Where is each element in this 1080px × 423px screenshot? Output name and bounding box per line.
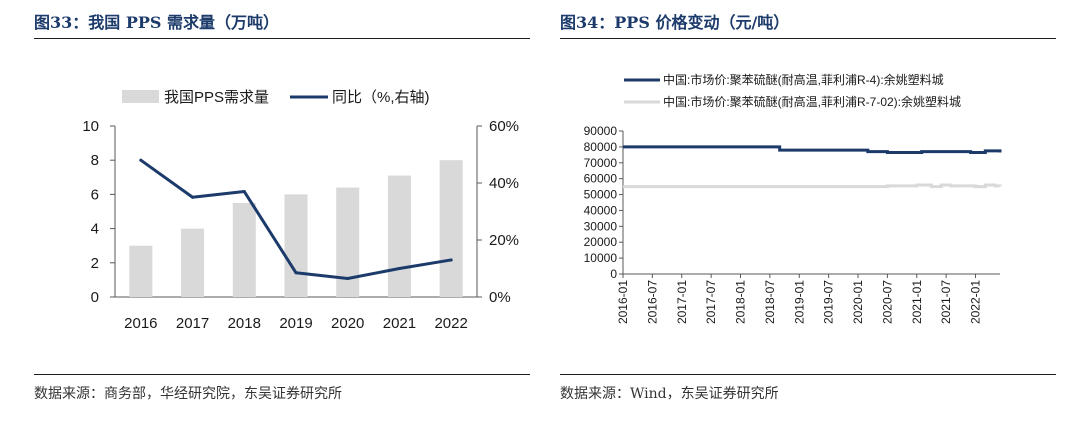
right-y-tick-label: 40%	[489, 175, 519, 192]
left-source-note: 数据来源：商务部，华经研究院，东吴证券研究所	[34, 386, 342, 402]
x-tick-label: 2016	[124, 315, 157, 332]
price-line-r7-02	[623, 183, 1002, 189]
price-y-tick-label: 90000	[584, 124, 618, 138]
right-top-rule	[560, 38, 1056, 39]
price-x-tick-label: 2021-01	[910, 280, 924, 324]
x-tick-label: 2018	[228, 315, 261, 332]
left-bottom-rule	[34, 374, 530, 375]
price-y-tick-label: 40000	[584, 203, 618, 217]
left-top-rule	[34, 38, 530, 39]
legend-swatch-demand	[122, 90, 159, 103]
left-y-tick-label: 0	[91, 289, 99, 306]
demand-bar	[284, 194, 308, 297]
left-figure-title: 图33：我国 PPS 需求量（万吨）	[34, 13, 280, 32]
price-y-tick-label: 0	[610, 267, 617, 281]
price-x-tick-label: 2018-07	[763, 280, 777, 324]
price-y-tick-label: 70000	[584, 156, 618, 170]
right-bottom-rule	[560, 374, 1056, 375]
price-x-tick-label: 2022-01	[969, 280, 983, 324]
price-y-tick-label: 60000	[584, 172, 618, 186]
yoy-point	[397, 267, 401, 270]
price-y-tick-label: 30000	[584, 219, 618, 233]
right-y-tick-label: 0%	[489, 289, 511, 306]
x-tick-label: 2019	[279, 315, 312, 332]
price-x-tick-label: 2021-07	[939, 280, 953, 324]
price-y-tick-label: 50000	[584, 188, 618, 202]
legend-label-demand: 我国PPS需求量	[164, 89, 269, 106]
demand-bar	[129, 245, 153, 297]
yoy-point	[242, 190, 246, 194]
legend-label-r7-02: 中国:市场价:聚苯硫醚(耐高温,菲利浦R-7-02):余姚塑料城	[663, 94, 961, 109]
x-tick-label: 2020	[331, 315, 364, 332]
yoy-point	[294, 271, 298, 275]
legend-label-yoy: 同比（%,右轴)	[332, 89, 430, 106]
legend-label-r4: 中国:市场价:聚苯硫醚(耐高温,菲利浦R-4):余姚塑料城	[663, 72, 944, 87]
right-source-note: 数据来源：Wind，东吴证券研究所	[560, 386, 779, 402]
x-tick-label: 2022	[434, 315, 467, 332]
demand-bar	[439, 160, 463, 297]
yoy-point	[449, 258, 453, 262]
right-y-tick-label: 20%	[489, 232, 519, 249]
yoy-point	[346, 276, 350, 280]
left-y-tick-label: 6	[91, 186, 99, 203]
x-tick-label: 2017	[176, 315, 209, 332]
price-y-tick-label: 10000	[584, 251, 618, 265]
left-y-tick-label: 4	[91, 221, 99, 238]
price-x-tick-label: 2019-01	[792, 280, 806, 324]
yoy-point	[191, 195, 195, 199]
price-line-r4	[623, 145, 1002, 154]
price-x-tick-label: 2017-07	[704, 280, 718, 324]
price-x-tick-label: 2018-01	[734, 280, 748, 324]
yoy-point	[139, 158, 143, 162]
price-x-tick-label: 2020-01	[851, 280, 865, 324]
price-y-tick-label: 80000	[584, 140, 618, 154]
price-x-tick-label: 2020-07	[880, 280, 894, 324]
price-x-tick-label: 2016-01	[616, 280, 630, 324]
x-tick-label: 2021	[383, 315, 416, 332]
pps-demand-chart: 0 2 4 6 8 10 0% 20% 40% 60% 2016 2017 2018 2019 2020 20…	[82, 89, 519, 332]
right-y-tick-label: 60%	[489, 118, 519, 135]
demand-bar	[181, 228, 205, 297]
right-figure-title: 图34：PPS 价格变动（元/吨）	[560, 13, 790, 32]
demand-bar	[336, 187, 360, 297]
left-y-tick-label: 2	[91, 255, 99, 272]
price-y-tick-label: 20000	[584, 235, 618, 249]
demand-bar	[232, 202, 256, 297]
left-y-tick-label: 8	[91, 152, 99, 169]
demand-bar	[387, 175, 411, 297]
price-x-tick-label: 2017-01	[675, 280, 689, 324]
left-y-tick-label: 10	[82, 118, 99, 135]
price-x-tick-label: 2019-07	[822, 280, 836, 324]
price-x-tick-label: 2016-07	[645, 280, 659, 324]
